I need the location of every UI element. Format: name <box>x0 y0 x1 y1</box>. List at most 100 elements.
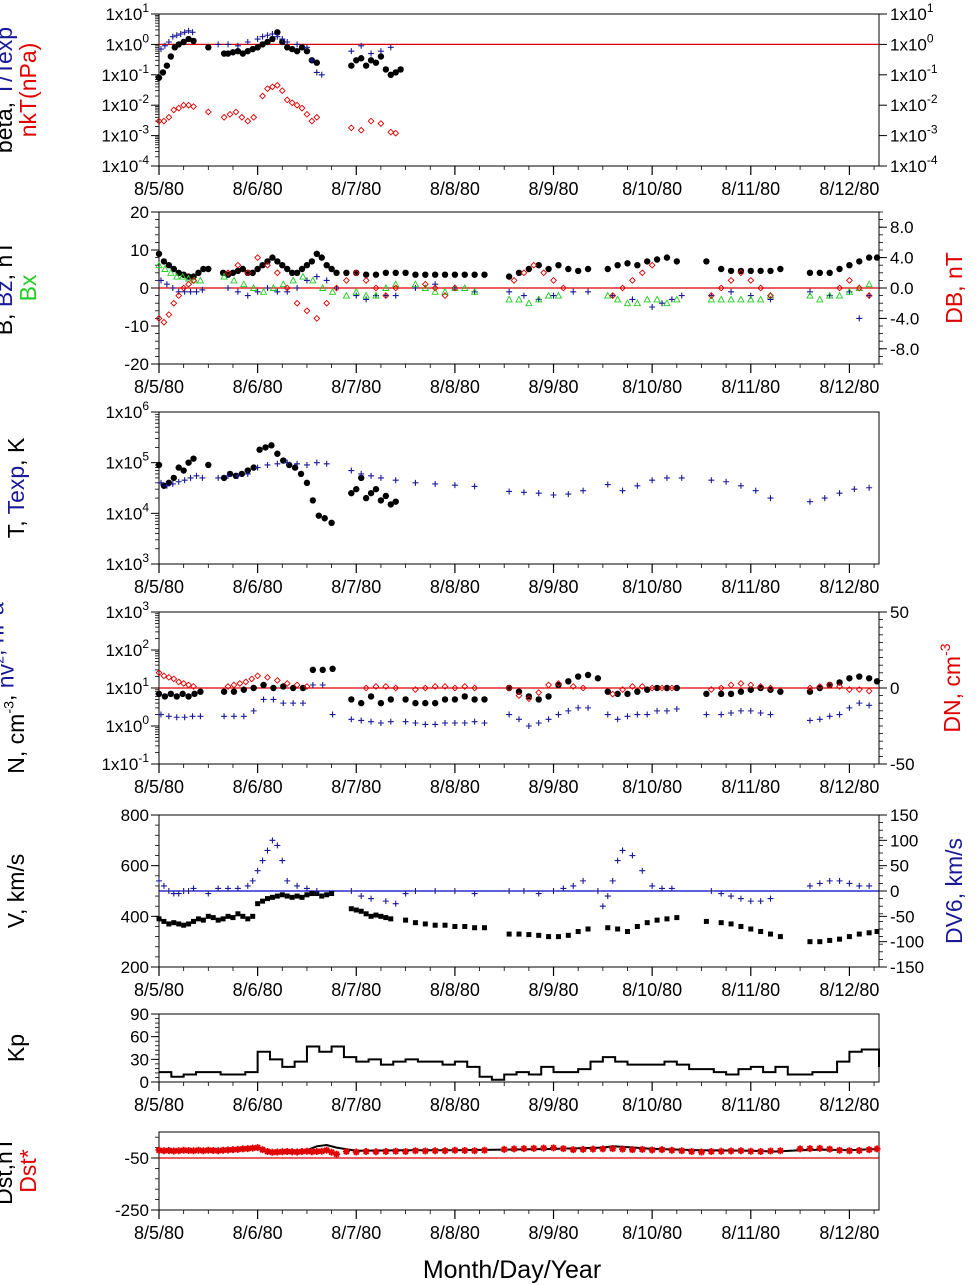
data-point <box>313 59 321 66</box>
data-point <box>199 1147 207 1155</box>
x-tick-label: 8/7/80 <box>331 377 381 397</box>
data-point <box>525 265 533 273</box>
data-point <box>294 893 300 899</box>
data-point <box>451 684 459 692</box>
x-tick-label: 8/8/80 <box>430 1223 480 1243</box>
data-point <box>250 913 256 919</box>
data-point <box>321 515 328 522</box>
data-point <box>224 50 232 57</box>
data-point <box>510 276 518 284</box>
data-point <box>157 711 164 718</box>
data-point <box>175 464 182 471</box>
data-point <box>377 719 384 726</box>
data-point <box>175 890 182 897</box>
data-point <box>639 867 646 874</box>
data-point <box>767 296 774 303</box>
data-point <box>163 281 170 288</box>
data-point <box>865 292 873 300</box>
data-point <box>254 265 261 273</box>
data-point <box>268 1148 276 1156</box>
data-point <box>185 888 192 894</box>
data-point <box>362 494 370 502</box>
data-point <box>747 276 755 284</box>
data-point <box>623 299 632 307</box>
data-point <box>156 877 162 884</box>
y2-tick-label: -8.0 <box>890 340 919 359</box>
data-point <box>288 99 296 107</box>
y-axis-label: Dst* <box>15 1149 41 1193</box>
data-point <box>525 723 532 729</box>
data-point <box>348 48 355 55</box>
data-point <box>441 287 449 295</box>
y-tick-label: 90 <box>130 1005 149 1024</box>
y-tick-label: 0 <box>140 1073 149 1092</box>
data-point <box>249 1144 257 1152</box>
data-point <box>806 269 814 276</box>
data-point <box>264 85 271 93</box>
data-point <box>747 898 754 905</box>
data-point <box>550 492 557 499</box>
data-point <box>318 284 327 291</box>
x-tick-label: 8/7/80 <box>331 577 381 597</box>
y-tick-label: 1x103 <box>105 551 149 574</box>
data-point <box>609 292 616 299</box>
data-point <box>167 268 175 276</box>
y-tick-label: 1x103 <box>105 599 149 622</box>
data-point <box>506 931 512 937</box>
data-point <box>649 882 656 889</box>
data-point <box>323 1146 331 1154</box>
data-point <box>634 688 641 695</box>
data-point <box>851 486 858 493</box>
data-point <box>333 285 340 291</box>
data-point <box>462 923 468 929</box>
x-tick-label: 8/11/80 <box>721 377 780 397</box>
data-point <box>309 497 317 504</box>
data-point <box>432 922 438 928</box>
x-tick-label: 8/6/80 <box>233 980 283 1000</box>
data-point <box>866 484 873 491</box>
data-point <box>378 913 384 919</box>
data-point <box>367 57 375 64</box>
data-point <box>303 683 311 690</box>
data-point <box>658 684 666 692</box>
data-point <box>402 696 409 703</box>
data-point <box>220 688 228 695</box>
data-point <box>520 1145 528 1153</box>
data-point <box>240 280 248 288</box>
data-point <box>362 271 370 278</box>
data-point <box>580 877 587 884</box>
data-point <box>290 700 297 707</box>
data-point <box>372 284 380 292</box>
data-point <box>554 291 563 299</box>
data-point <box>170 474 177 482</box>
data-point <box>431 1147 439 1155</box>
data-point <box>309 891 315 897</box>
data-point <box>673 258 681 265</box>
data-point <box>728 709 735 716</box>
data-point <box>392 292 399 299</box>
data-point <box>777 934 783 940</box>
data-point <box>173 32 180 39</box>
data-point <box>747 686 754 693</box>
data-point <box>836 679 843 686</box>
data-point <box>584 671 592 679</box>
data-point <box>382 284 390 291</box>
data-point <box>229 1146 237 1154</box>
x-tick-label: 8/11/80 <box>721 1095 780 1115</box>
data-point <box>707 686 715 693</box>
data-point <box>500 1145 508 1153</box>
data-point <box>303 262 311 269</box>
data-point <box>163 482 170 489</box>
data-point <box>717 690 725 698</box>
data-point <box>515 269 523 276</box>
data-point <box>481 271 488 278</box>
data-point <box>673 706 680 713</box>
data-point <box>866 702 873 709</box>
series-2 <box>155 669 873 703</box>
data-point <box>250 684 257 692</box>
data-point <box>293 269 301 276</box>
data-point <box>155 250 163 257</box>
data-point <box>555 681 562 689</box>
data-point <box>181 714 188 721</box>
data-point <box>865 675 873 682</box>
